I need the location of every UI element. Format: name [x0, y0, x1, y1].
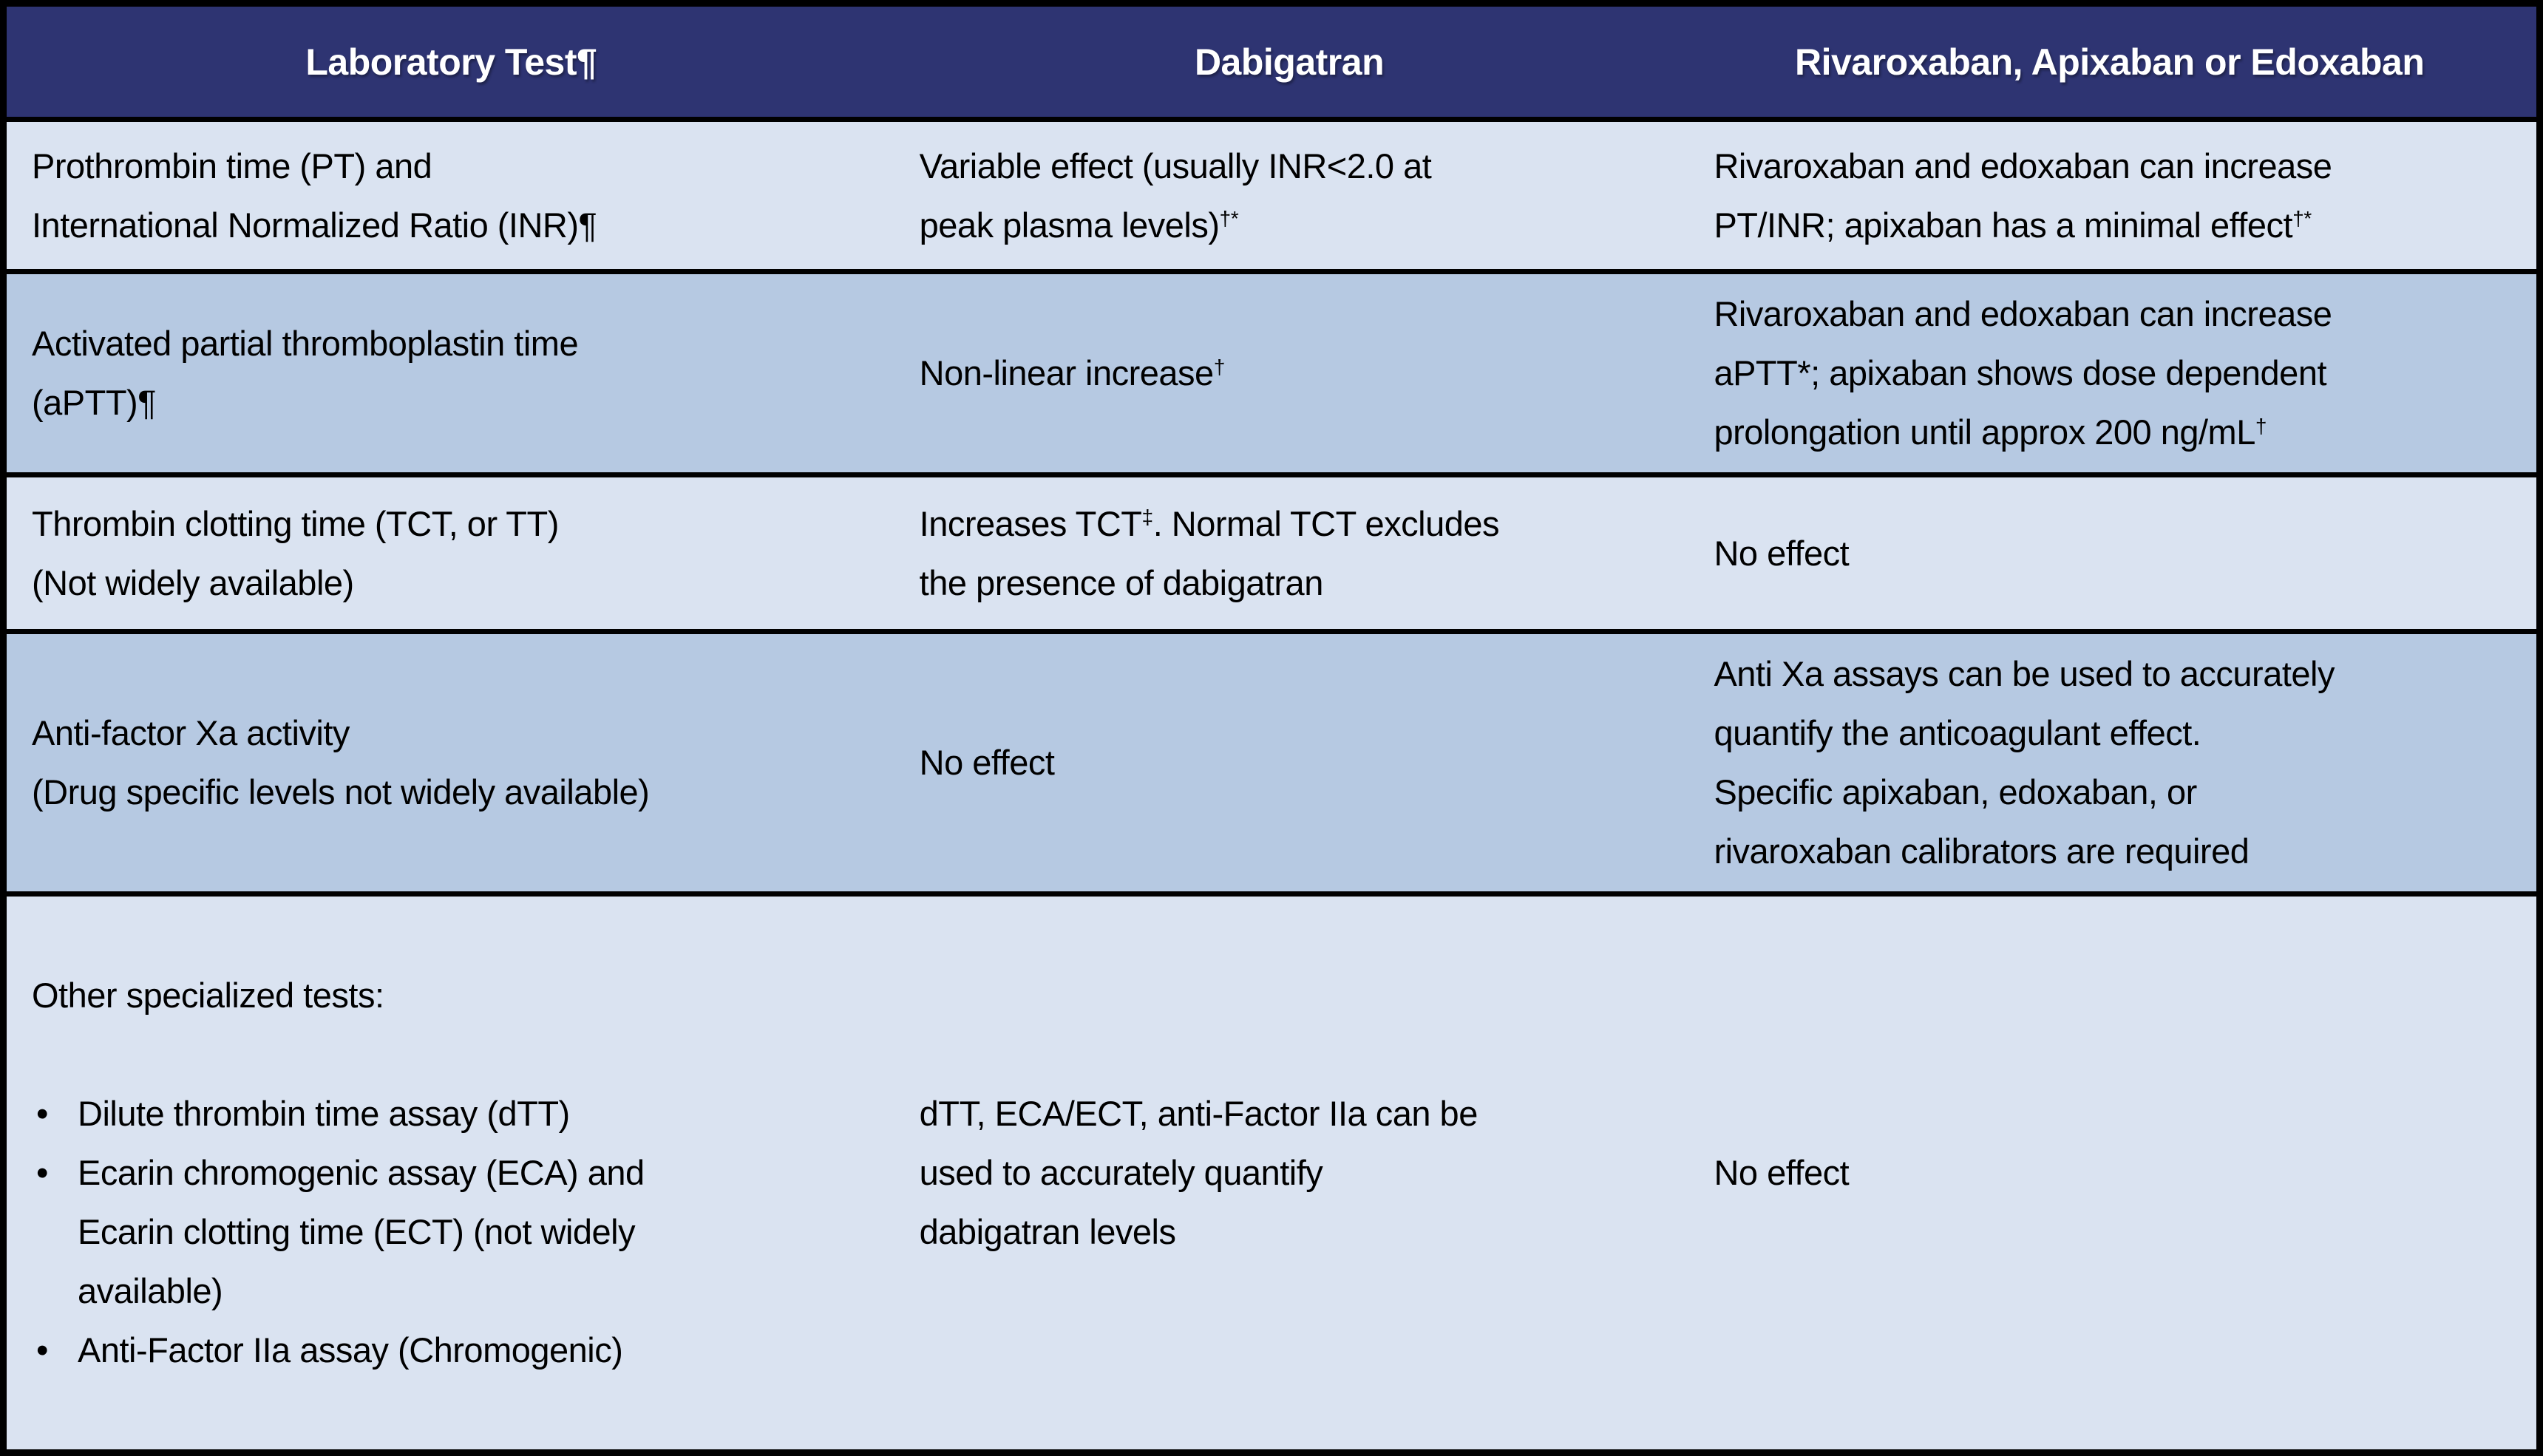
cell-anti-xa-test: Anti-factor Xa activity (Drug specific l… [3, 631, 896, 894]
header-laboratory-test: Laboratory Test¶ [3, 3, 896, 120]
cell-pt-inr-test: Prothrombin time (PT) and International … [3, 119, 896, 272]
cell-tct-xabans: No effect [1683, 474, 2540, 632]
cell-anti-xa-dabigatran: No effect [895, 631, 1683, 894]
cell-tct-dabigatran: Increases TCT‡. Normal TCT excludes the … [895, 474, 1683, 632]
table-header-row: Laboratory Test¶ Dabigatran Rivaroxaban,… [3, 3, 2540, 120]
other-tests-intro: Other specialized tests: [32, 976, 384, 1015]
cell-pt-inr-xabans: Rivaroxaban and edoxaban can increase PT… [1683, 119, 2540, 272]
cell-pt-inr-dabigatran: Variable effect (usually INR<2.0 at peak… [895, 119, 1683, 272]
row-pt-inr: Prothrombin time (PT) and International … [3, 119, 2540, 272]
cell-aptt-test: Activated partial thromboplastin time (a… [3, 271, 896, 475]
header-dabigatran: Dabigatran [895, 3, 1683, 120]
list-item: Ecarin chromogenic assay (ECA) and Ecari… [32, 1143, 881, 1321]
list-item: Dilute thrombin time assay (dTT) [32, 1084, 881, 1143]
cell-other-tests: Other specialized tests: Dilute thrombin… [3, 894, 896, 1453]
row-aptt: Activated partial thromboplastin time (a… [3, 271, 2540, 475]
header-rivaroxaban-apixaban-edoxaban: Rivaroxaban, Apixaban or Edoxaban [1683, 3, 2540, 120]
cell-anti-xa-xabans: Anti Xa assays can be used to accurately… [1683, 631, 2540, 894]
cell-other-tests-xabans: No effect [1683, 894, 2540, 1453]
cell-other-tests-dabigatran: dTT, ECA/ECT, anti-Factor IIa can be use… [895, 894, 1683, 1453]
other-tests-bullet-list: Dilute thrombin time assay (dTT)Ecarin c… [32, 1084, 881, 1380]
row-other-specialized-tests: Other specialized tests: Dilute thrombin… [3, 894, 2540, 1453]
cell-aptt-xabans: Rivaroxaban and edoxaban can increase aP… [1683, 271, 2540, 475]
list-item: Anti-Factor IIa assay (Chromogenic) [32, 1321, 881, 1380]
row-anti-factor-xa: Anti-factor Xa activity (Drug specific l… [3, 631, 2540, 894]
cell-tct-test: Thrombin clotting time (TCT, or TT) (Not… [3, 474, 896, 632]
cell-aptt-dabigatran: Non-linear increase† [895, 271, 1683, 475]
row-tct: Thrombin clotting time (TCT, or TT) (Not… [3, 474, 2540, 632]
